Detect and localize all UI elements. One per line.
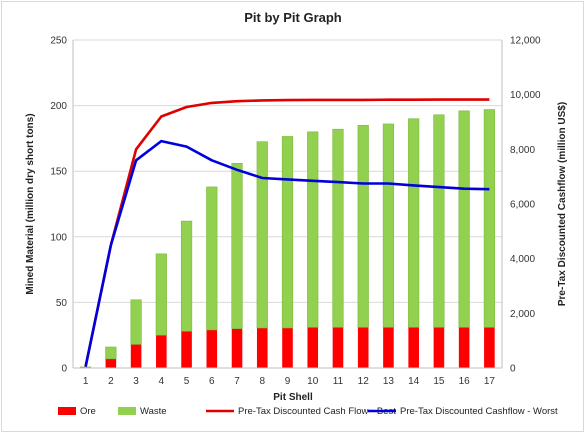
bar-waste <box>105 346 117 360</box>
line-pre-tax-discounted-cash-flow-best <box>84 98 490 367</box>
x-tick-label: 16 <box>459 376 471 387</box>
bar-ore <box>433 327 445 368</box>
y2-tick-label: 10,000 <box>510 90 541 101</box>
x-tick-label: 11 <box>333 376 344 387</box>
legend-label: Waste <box>140 406 167 417</box>
y2-axis-label: Pre-Tax Discounted Cashflow (million US$… <box>557 102 568 306</box>
x-tick-label: 4 <box>159 376 165 387</box>
bar-ore <box>105 358 117 368</box>
axes: 0 50 100 150 200 250 0 2,000 4,000 6,000 8,000 10,0… <box>50 36 541 388</box>
x-tick-label: 9 <box>285 376 291 387</box>
bar-waste <box>332 128 344 328</box>
bar-ore <box>484 327 495 368</box>
y2-tick-label: 0 <box>510 364 516 375</box>
bar-ore <box>206 329 218 368</box>
bar-ore <box>181 331 192 368</box>
x-tick-label: 3 <box>133 376 139 387</box>
bar-waste <box>408 118 420 328</box>
y-axis-label: Mined Material (million dry short tons) <box>25 113 36 294</box>
y-tick-label: 250 <box>50 36 67 47</box>
x-tick-label: 1 <box>83 376 89 387</box>
bar-waste <box>180 220 193 332</box>
bar-ore <box>332 327 344 368</box>
bar-ore <box>307 327 319 368</box>
y-tick-label: 200 <box>50 101 67 112</box>
y2-tick-label: 6,000 <box>510 200 535 211</box>
legend-swatch <box>118 407 136 415</box>
y2-tick-label: 2,000 <box>510 309 535 320</box>
bar-waste <box>130 299 142 345</box>
bars <box>80 109 495 368</box>
legend-swatch <box>58 407 76 415</box>
bar-ore <box>357 327 369 368</box>
bar-waste <box>155 253 167 336</box>
y-tick-label: 150 <box>50 167 67 178</box>
legend-label: Ore <box>80 406 96 417</box>
y2-tick-label: 4,000 <box>510 254 535 265</box>
series-lines <box>84 98 490 367</box>
bar-waste <box>382 123 395 328</box>
bar-waste <box>433 114 445 328</box>
x-tick-label: 12 <box>358 376 370 387</box>
bar-waste <box>281 136 294 329</box>
bar-ore <box>156 335 167 368</box>
x-tick-label: 17 <box>484 376 496 387</box>
bar-ore <box>256 327 268 368</box>
legend-label: Pre-Tax Discounted Cash Flow - Best <box>238 406 396 417</box>
x-tick-label: 7 <box>234 376 240 387</box>
legend: Ore Waste Pre-Tax Discounted Cash Flow - B… <box>58 406 558 417</box>
bar-waste <box>357 124 369 328</box>
x-axis-label: Pit Shell <box>273 392 313 403</box>
y2-tick-label: 8,000 <box>510 145 535 156</box>
y-tick-label: 0 <box>61 364 67 375</box>
x-tick-label: 13 <box>383 376 395 387</box>
x-tick-label: 14 <box>408 376 420 387</box>
x-tick-label: 5 <box>184 376 190 387</box>
bar-waste <box>458 110 470 328</box>
bar-ore <box>282 327 293 368</box>
bar-waste <box>206 186 218 331</box>
bar-waste <box>256 141 268 329</box>
bar-ore <box>231 328 243 368</box>
bar-waste <box>483 109 495 328</box>
bar-ore <box>130 344 142 368</box>
y-tick-label: 50 <box>56 298 68 309</box>
bar-ore <box>458 327 470 368</box>
bar-ore <box>383 327 394 368</box>
x-tick-label: 8 <box>259 376 265 387</box>
bar-waste <box>307 131 319 328</box>
x-tick-label: 2 <box>108 376 114 387</box>
chart-title: Pit by Pit Graph <box>244 10 342 25</box>
line-pre-tax-discounted-cashflow-worst <box>84 139 490 367</box>
x-tick-label: 10 <box>307 376 319 387</box>
x-tick-label: 6 <box>209 376 215 387</box>
y2-tick-label: 12,000 <box>510 36 541 47</box>
bar-ore <box>408 327 419 368</box>
legend-label: Pre-Tax Discounted Cashflow - Worst <box>400 406 558 417</box>
y-tick-label: 100 <box>50 232 67 243</box>
bar-waste <box>231 163 243 329</box>
x-tick-label: 15 <box>433 376 445 387</box>
